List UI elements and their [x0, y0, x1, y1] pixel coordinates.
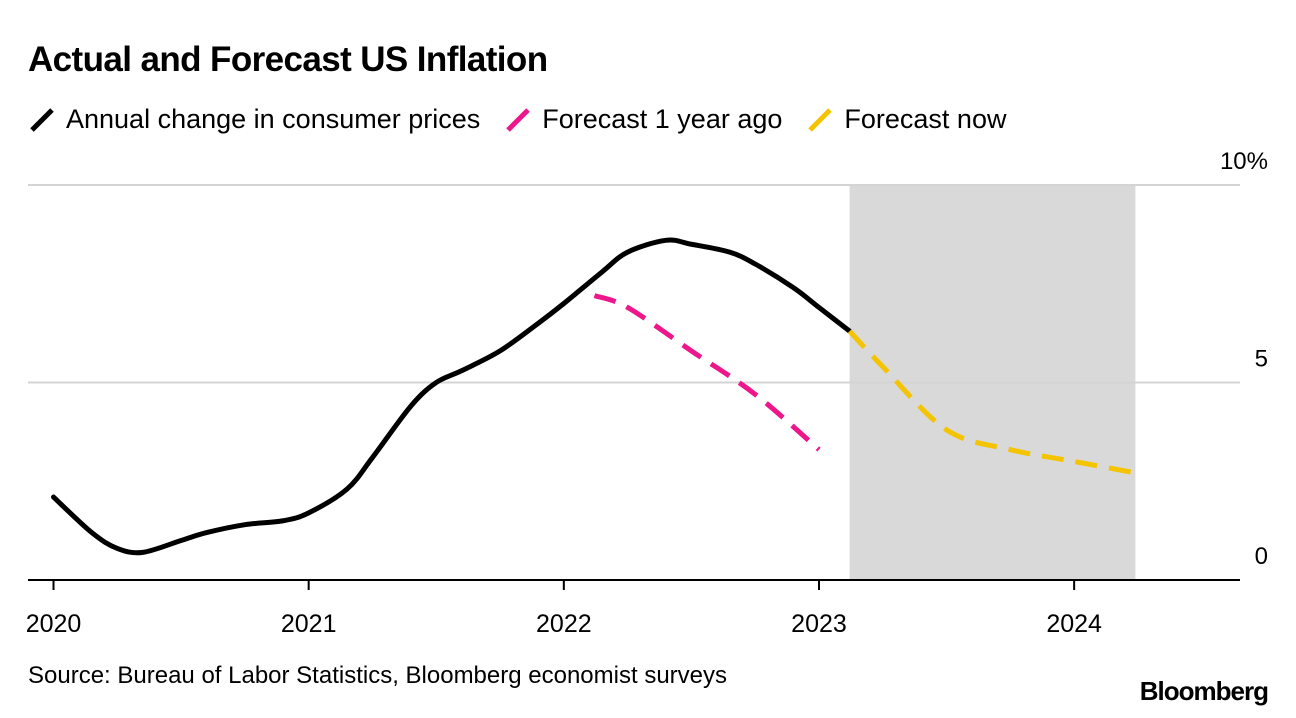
x-tick-label-2023: 2023	[791, 610, 847, 638]
line-chart: 0 5 10% 2020 2021 2022 2023 2024	[26, 148, 1268, 638]
legend: Annual change in consumer prices Forecas…	[28, 104, 1030, 135]
y-tick-label-5: 5	[1255, 346, 1268, 373]
legend-line-forecast-now	[808, 107, 833, 132]
series-forecast-year-ago-line	[593, 293, 821, 452]
x-tick-label-2021: 2021	[281, 610, 337, 638]
series-forecast-now-line	[847, 329, 1139, 476]
bloomberg-logo: Bloomberg	[1139, 676, 1269, 706]
legend-label-forecast-now: Forecast now	[844, 104, 1007, 134]
legend-label-actual: Annual change in consumer prices	[66, 104, 481, 134]
legend-label-forecast-year-ago: Forecast 1 year ago	[542, 104, 783, 134]
x-tick-label-2020: 2020	[26, 610, 82, 638]
y-tick-label-10: 10%	[1220, 148, 1268, 175]
series-actual-cpi-line	[51, 237, 853, 556]
legend-item-actual: Annual change in consumer prices	[28, 104, 480, 135]
legend-swatch-forecast-now	[808, 107, 833, 132]
legend-swatch-forecast-year-ago	[506, 107, 531, 132]
legend-item-forecast-now: Forecast now	[806, 104, 1006, 135]
source-note: Source: Bureau of Labor Statistics, Bloo…	[28, 662, 727, 689]
y-tick-label-0: 0	[1255, 543, 1268, 570]
x-tick-label-2022: 2022	[536, 610, 592, 638]
legend-item-forecast-year-ago: Forecast 1 year ago	[504, 104, 782, 135]
x-tick-label-2024: 2024	[1046, 610, 1102, 638]
legend-line-actual	[30, 107, 54, 132]
legend-swatch-actual	[30, 107, 54, 132]
legend-line-forecast-year-ago	[506, 107, 531, 132]
chart-title: Actual and Forecast US Inflation	[28, 40, 548, 79]
